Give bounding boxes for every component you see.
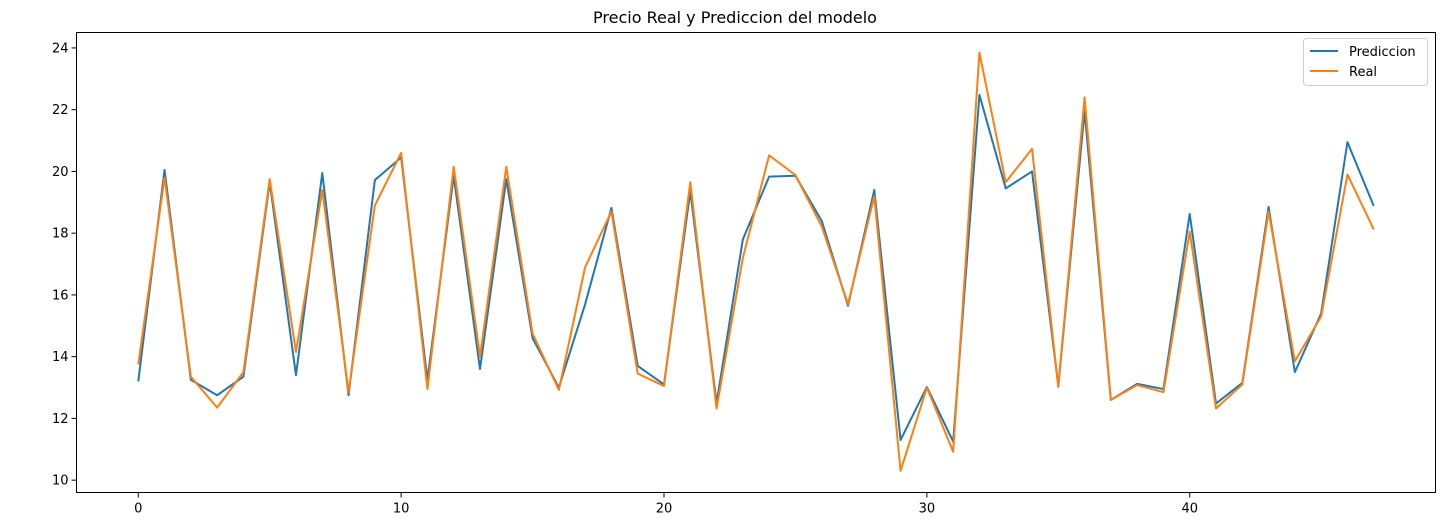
legend-label-real: Real (1349, 65, 1377, 80)
y-tick-label: 18 (52, 227, 69, 242)
y-axis: 10 12 14 16 18 20 22 24 (52, 41, 77, 489)
legend-label-prediccion: Prediccion (1349, 45, 1416, 60)
plot-area (137, 51, 1375, 472)
x-axis: 0 10 20 30 40 (134, 492, 1198, 517)
axes-frame (76, 32, 1436, 493)
legend: Prediccion Real (1303, 38, 1428, 86)
y-tick-label: 20 (52, 165, 69, 180)
y-tick-label: 22 (52, 103, 69, 118)
x-tick-label: 0 (134, 502, 142, 517)
y-tick-label: 24 (52, 41, 69, 56)
y-tick-label: 12 (52, 412, 69, 427)
chart-title: Precio Real y Prediccion del modelo (593, 8, 877, 27)
x-tick-label: 40 (1181, 502, 1198, 517)
series-line-prediccion (137, 93, 1375, 443)
series-line-real (137, 51, 1375, 472)
y-tick-label: 14 (52, 350, 69, 365)
y-tick-label: 10 (52, 474, 69, 489)
x-tick-label: 10 (393, 502, 410, 517)
x-tick-label: 20 (656, 502, 673, 517)
x-tick-label: 30 (919, 502, 936, 517)
y-tick-label: 16 (52, 288, 69, 303)
